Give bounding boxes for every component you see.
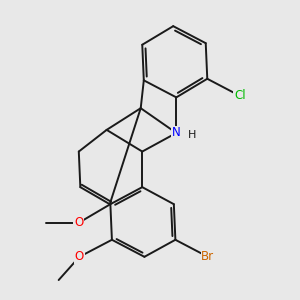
Text: Br: Br (201, 250, 214, 263)
Text: O: O (74, 216, 83, 229)
Text: N: N (172, 127, 181, 140)
Text: Cl: Cl (234, 89, 246, 102)
Text: H: H (188, 130, 196, 140)
Text: O: O (75, 250, 84, 263)
